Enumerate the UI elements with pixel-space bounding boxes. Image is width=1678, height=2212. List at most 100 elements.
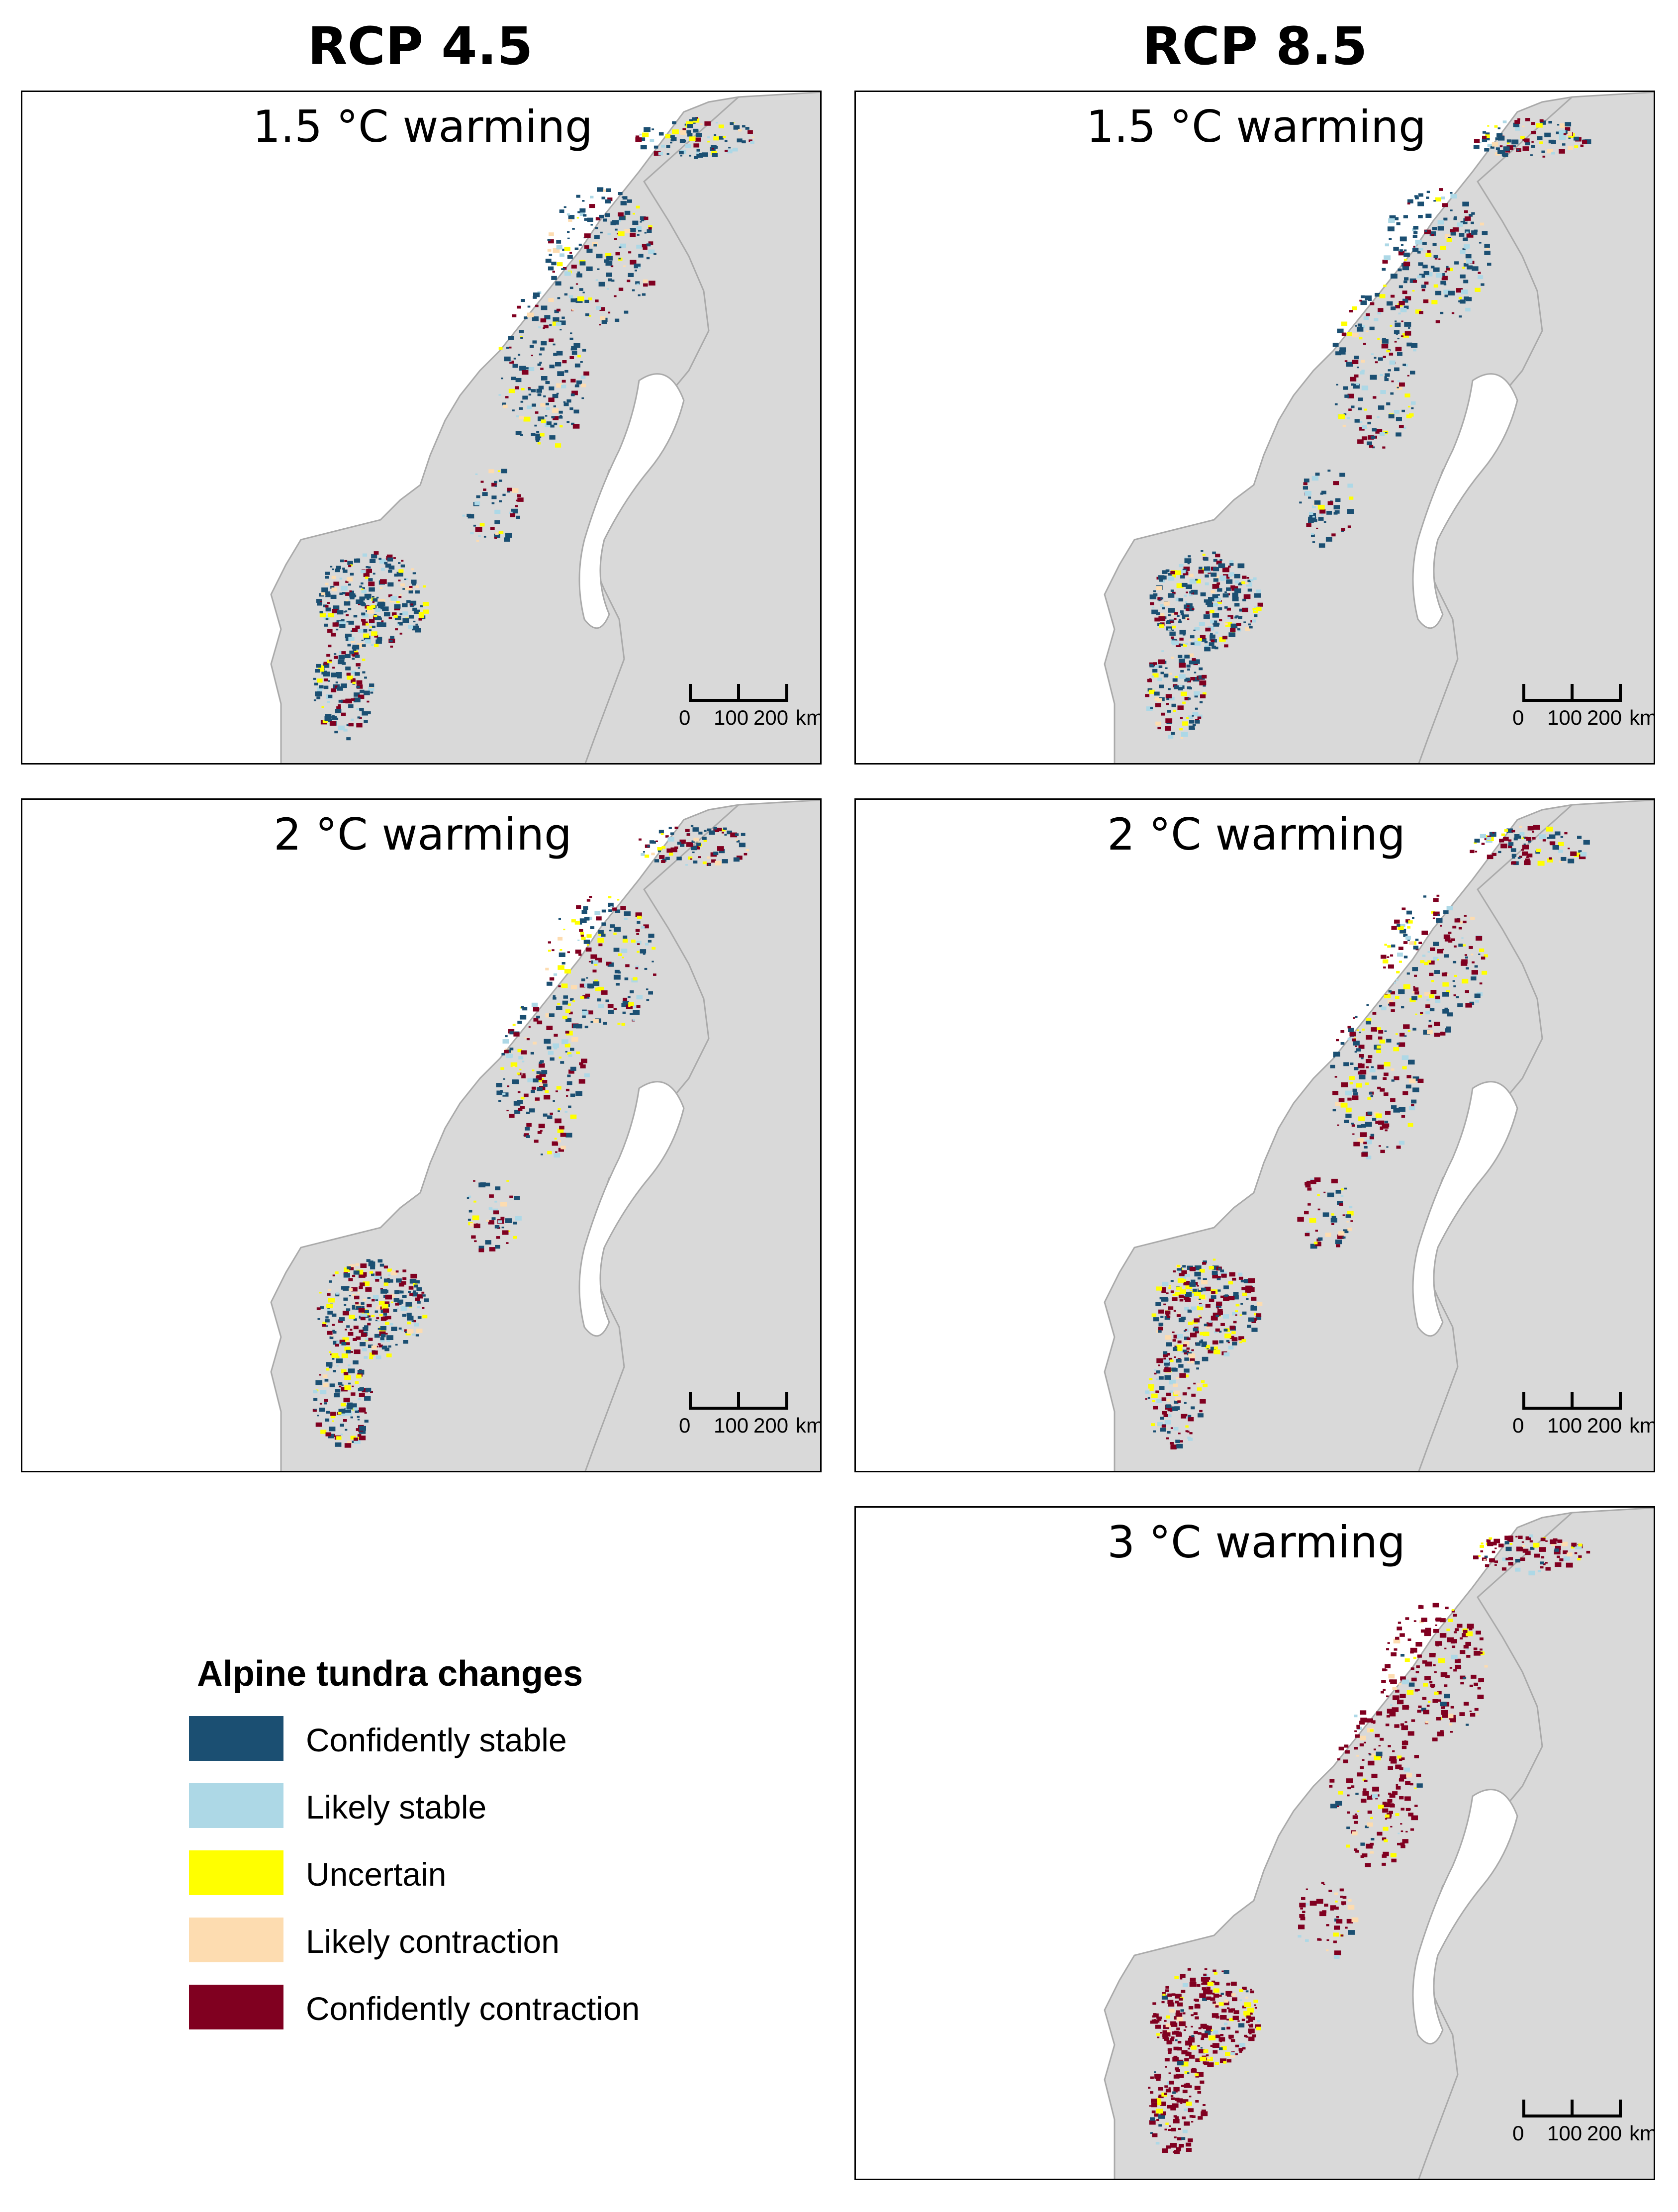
tundra-cell [555, 362, 561, 367]
tundra-cell [1184, 1357, 1189, 1361]
tundra-cell [384, 612, 390, 617]
tundra-cell [351, 1403, 357, 1408]
tundra-cell [1207, 1977, 1211, 1980]
map-canvas [270, 92, 820, 763]
tundra-cell [324, 1402, 327, 1405]
tundra-cell [561, 962, 565, 964]
tundra-cell [509, 1195, 513, 1198]
tundra-cell [324, 623, 328, 627]
tundra-cell [387, 1268, 392, 1272]
tundra-cell [1462, 299, 1466, 302]
tundra-cell [1344, 360, 1348, 362]
tundra-cell [353, 650, 358, 654]
tundra-cell [1413, 946, 1419, 950]
tundra-cell [364, 720, 368, 723]
tundra-cell [1450, 1706, 1454, 1709]
tundra-cell [1568, 859, 1575, 864]
tundra-cell [1533, 825, 1540, 830]
tundra-cell [1253, 577, 1257, 580]
tundra-cell [1163, 601, 1170, 606]
tundra-cell [1179, 630, 1186, 635]
tundra-cell [1201, 1979, 1204, 1981]
tundra-cell [545, 259, 552, 263]
tundra-cell [1213, 603, 1218, 607]
tundra-cell [642, 293, 646, 296]
tundra-cell [1400, 1676, 1406, 1681]
tundra-cell [1215, 554, 1220, 558]
tundra-cell [1405, 1830, 1408, 1832]
tundra-cell [685, 829, 690, 832]
tundra-cell [417, 1294, 423, 1299]
tundra-cell [555, 281, 561, 286]
tundra-cell [1353, 1142, 1360, 1147]
tundra-cell [1194, 695, 1198, 698]
tundra-cell [643, 851, 645, 853]
tundra-cell [1160, 2102, 1166, 2106]
tundra-cell [1571, 1546, 1575, 1549]
tundra-cell [1359, 427, 1365, 431]
tundra-cell [1179, 2144, 1184, 2148]
tundra-cell [1338, 414, 1345, 419]
tundra-cell [1333, 1052, 1340, 1057]
tundra-cell [684, 123, 688, 126]
tundra-cell [1360, 1718, 1367, 1723]
tundra-cell [1479, 242, 1482, 244]
tundra-cell [1441, 972, 1447, 976]
tundra-cell [610, 265, 614, 268]
tundra-cell [356, 685, 360, 688]
tundra-cell [1366, 1018, 1372, 1022]
tundra-cell [339, 621, 346, 626]
tundra-cell [1316, 527, 1318, 529]
tundra-cell [350, 596, 355, 599]
tundra-cell [1559, 149, 1565, 154]
tundra-cell [1391, 1858, 1397, 1863]
tundra-cell [331, 1335, 334, 1337]
tundra-cell [1536, 849, 1541, 853]
tundra-cell [701, 152, 708, 157]
tundra-cell [1305, 491, 1311, 496]
tundra-cell [523, 416, 531, 422]
tundra-cell [1408, 1059, 1415, 1065]
legend-item: Likely contraction [184, 1918, 681, 1962]
tundra-cell [1202, 1980, 1209, 1985]
tundra-cell [1472, 266, 1479, 271]
tundra-cell [1170, 571, 1175, 575]
tundra-cell [1242, 607, 1248, 612]
tundra-cell [413, 1320, 416, 1323]
tundra-cell [1227, 616, 1231, 619]
tundra-cell [1347, 1228, 1352, 1231]
tundra-cell [1473, 145, 1480, 149]
tundra-cell [1232, 1312, 1237, 1316]
tundra-cell [388, 594, 392, 597]
tundra-cell [535, 411, 539, 414]
tundra-cell [1176, 1358, 1182, 1363]
tundra-cell [1333, 1056, 1335, 1058]
tundra-cell [1193, 1328, 1199, 1332]
tundra-cell [1455, 1664, 1461, 1669]
tundra-cell [562, 1015, 567, 1019]
tundra-cell [1332, 1091, 1339, 1095]
tundra-cell [567, 255, 573, 259]
tundra-cell [1224, 2022, 1228, 2025]
tundra-cell [1226, 587, 1231, 591]
tundra-cell [1210, 1346, 1216, 1351]
tundra-cell [1368, 1753, 1371, 1754]
tundra-cell [1154, 2076, 1158, 2079]
tundra-cell [540, 1130, 543, 1132]
tundra-cell [341, 683, 347, 688]
tundra-cell [1174, 685, 1180, 689]
tundra-cell [1451, 938, 1455, 941]
tundra-cell [1199, 622, 1205, 626]
tundra-cell [1189, 2054, 1195, 2059]
tundra-cell [520, 1106, 525, 1109]
tundra-cell [422, 1307, 425, 1309]
tundra-cell [1200, 635, 1206, 639]
tundra-cell [550, 1057, 555, 1061]
tundra-cell [561, 385, 566, 388]
tundra-cell [1414, 1676, 1417, 1678]
tundra-cell [1377, 338, 1380, 340]
tundra-cell [406, 578, 408, 580]
tundra-cell [1458, 944, 1463, 947]
tundra-cell [556, 383, 562, 388]
tundra-cell [561, 1039, 568, 1045]
